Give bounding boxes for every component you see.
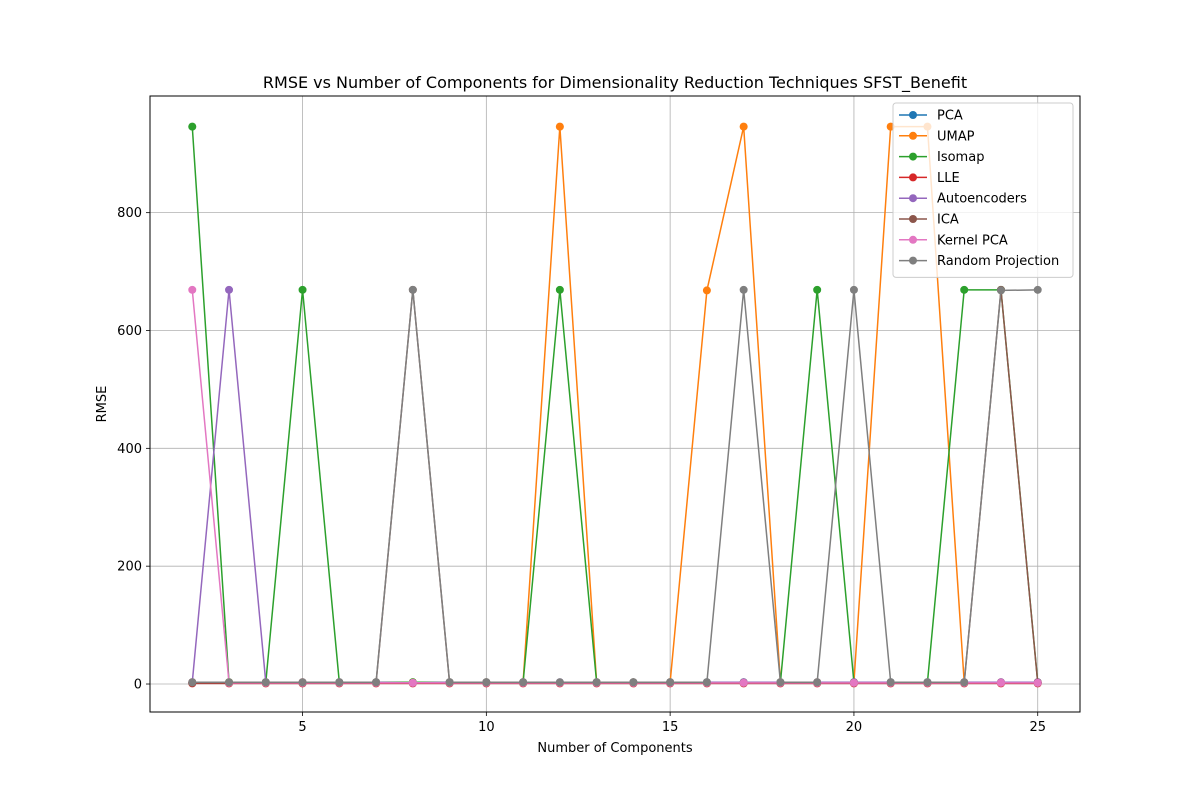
legend-swatch-marker <box>909 152 917 161</box>
legend-swatch-marker <box>909 111 917 119</box>
series-autoencoders <box>188 285 1042 687</box>
legend-swatch-marker <box>909 173 917 182</box>
data-point-random-projection <box>519 678 528 687</box>
data-point-random-projection <box>813 678 822 687</box>
y-tick-label: 600 <box>117 324 142 339</box>
data-point-isomap <box>555 285 564 294</box>
series-random-projection <box>188 285 1042 687</box>
x-tick-label: 20 <box>846 720 863 735</box>
legend-item: PCA <box>899 109 963 124</box>
data-point-isomap <box>960 285 969 294</box>
data-point-random-projection <box>482 678 491 687</box>
data-point-random-projection <box>996 286 1005 295</box>
data-point-random-projection <box>408 285 417 294</box>
legend-swatch-marker <box>909 131 917 140</box>
legend-label: UMAP <box>937 129 975 144</box>
data-point-random-projection <box>445 678 454 687</box>
x-axis-label: Number of Components <box>537 741 692 756</box>
y-tick-label: 0 <box>134 678 142 693</box>
x-tick-label: 25 <box>1029 720 1046 735</box>
data-point-random-projection <box>666 678 675 687</box>
y-axis-label: RMSE <box>95 386 110 423</box>
data-point-kernel-pca <box>739 678 748 687</box>
legend-item: Random Projection <box>899 254 1059 269</box>
legend-item: Kernel PCA <box>899 233 1008 248</box>
legend-label: ICA <box>937 213 959 228</box>
data-point-random-projection <box>335 678 344 687</box>
data-point-random-projection <box>886 678 895 687</box>
legend-label: Kernel PCA <box>937 233 1008 248</box>
x-tick-label: 10 <box>478 720 495 735</box>
legend-label: LLE <box>937 171 960 186</box>
x-tick-label: 15 <box>662 720 679 735</box>
y-tick-label: 400 <box>117 442 142 457</box>
legend-swatch-marker <box>909 256 917 265</box>
legend-label: Autoencoders <box>937 192 1027 207</box>
series-ica <box>188 285 1042 687</box>
data-point-autoencoders <box>225 285 234 294</box>
series-kernel-pca <box>188 285 1042 687</box>
data-point-random-projection <box>188 678 197 687</box>
data-point-random-projection <box>261 678 270 687</box>
legend-box <box>892 102 1074 278</box>
data-point-random-projection <box>225 678 234 687</box>
legend: PCA UMAP Isomap LLE Autoencoders ICA Kernel PC… <box>892 102 1074 278</box>
data-point-random-projection <box>555 678 564 687</box>
legend-label: Random Projection <box>937 254 1059 269</box>
legend-swatch-marker <box>909 215 917 223</box>
series-line-autoencoders <box>191 289 1038 684</box>
data-point-isomap <box>813 285 822 294</box>
series-line-ica <box>192 289 1039 684</box>
data-point-random-projection <box>702 678 711 687</box>
data-point-kernel-pca <box>188 285 197 294</box>
data-point-isomap <box>188 122 197 131</box>
legend-label: PCA <box>937 109 963 124</box>
legend-item: LLE <box>899 171 960 186</box>
data-point-random-projection <box>849 285 858 294</box>
data-point-kernel-pca <box>849 678 858 687</box>
data-point-random-projection <box>776 678 785 687</box>
axes: 5 10 15 20 25 0 200 400 600 800 <box>117 206 1046 735</box>
data-point-kernel-pca <box>996 678 1005 687</box>
data-point-umap <box>739 122 748 131</box>
data-point-umap <box>702 286 711 295</box>
x-tick-label: 5 <box>298 720 306 735</box>
y-tick-label: 800 <box>117 206 142 221</box>
data-point-random-projection <box>372 678 381 687</box>
series-line-kernel-pca <box>191 289 1038 684</box>
legend-item: UMAP <box>899 129 975 144</box>
data-point-kernel-pca <box>1033 678 1042 687</box>
legend-item: ICA <box>899 213 959 228</box>
legend-swatch-marker <box>909 194 917 203</box>
data-point-umap <box>555 122 564 131</box>
data-point-random-projection <box>629 678 638 687</box>
data-point-kernel-pca <box>408 678 417 687</box>
y-tick-label: 200 <box>117 560 142 575</box>
series-group <box>188 122 1042 688</box>
chart-title: RMSE vs Number of Components for Dimensi… <box>263 73 967 93</box>
data-point-random-projection <box>960 678 969 687</box>
data-point-random-projection <box>298 678 307 687</box>
plot-frame <box>149 95 1081 713</box>
data-point-random-projection <box>739 285 748 294</box>
legend-item: Autoencoders <box>899 192 1027 207</box>
data-point-random-projection <box>1033 285 1042 294</box>
data-point-random-projection <box>592 678 601 687</box>
data-point-isomap <box>298 285 307 294</box>
legend-label: Isomap <box>937 150 984 165</box>
data-point-random-projection <box>923 678 932 687</box>
legend-item: Isomap <box>899 150 984 165</box>
legend-swatch-marker <box>909 235 917 244</box>
series-line-random-projection <box>192 289 1038 683</box>
